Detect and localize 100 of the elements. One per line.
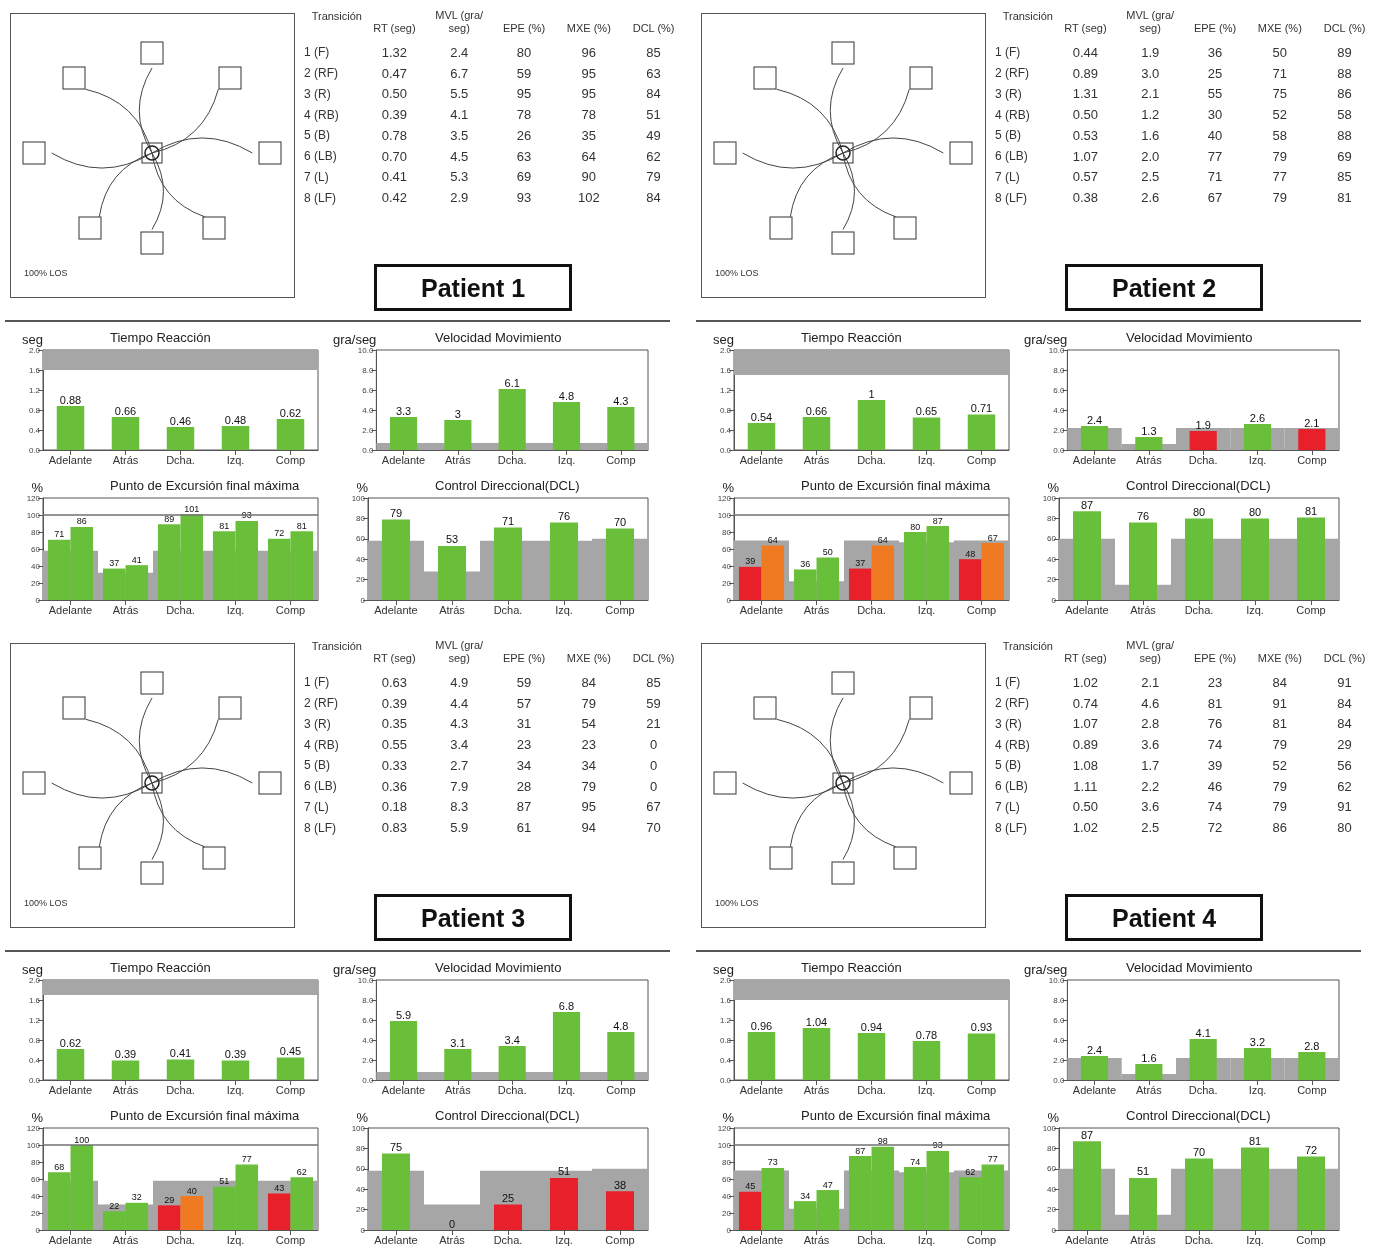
y-tick-label: 8.0	[1053, 995, 1065, 1005]
data-label: 3.5	[450, 127, 469, 143]
data-label: 51	[1136, 1165, 1150, 1178]
data-label: 91	[1337, 799, 1352, 815]
bar	[1243, 424, 1272, 450]
y-tick-label: 7 (L)	[304, 799, 329, 814]
x-tick-label: RT (seg)	[1064, 21, 1107, 34]
y-tick-label: 8.0	[1053, 365, 1065, 375]
chart-title: Punto de Excursión final máxima	[801, 1108, 992, 1123]
data-label: 76	[557, 509, 571, 522]
y-tick-label: 2 (RF)	[304, 696, 338, 711]
data-label: 0.47	[381, 65, 408, 81]
data-label: 3.4	[450, 737, 469, 753]
x-tick-label: Adelante	[1065, 603, 1109, 616]
y-tick-label: 0.4	[28, 425, 41, 435]
bar	[857, 400, 886, 450]
data-label: 81	[1272, 716, 1288, 732]
y-tick-label: 100	[26, 510, 41, 520]
x-tick-label: Adelante	[48, 453, 93, 466]
data-label: 3	[454, 407, 461, 420]
data-label: 73	[767, 1157, 778, 1168]
y-tick-label: 3 (R)	[304, 716, 331, 731]
data-label: 86	[1272, 820, 1288, 836]
y-tick-label: 80	[1047, 513, 1057, 523]
bar	[1080, 426, 1109, 450]
x-tick-label: Comp	[966, 1083, 997, 1096]
y-tick-label: 4 (RB)	[995, 107, 1030, 122]
y-tick-label: 20	[1047, 1205, 1057, 1215]
data-label: 87	[932, 515, 943, 526]
y-tick-label: 3 (R)	[995, 716, 1022, 731]
data-label: 79	[1272, 778, 1288, 794]
bar	[747, 423, 776, 450]
data-label: 37	[109, 558, 120, 569]
y-tick-label: 100	[351, 493, 366, 503]
x-tick-label: Atrás	[439, 603, 466, 616]
y-tick-label: 2.0	[1053, 425, 1065, 435]
y-tick-label: 0.4	[28, 1055, 41, 1065]
bar	[166, 427, 195, 450]
y-tick-label: 0.4	[719, 425, 732, 435]
data-label: 36	[1207, 44, 1223, 60]
y-tick-label: 2.0	[362, 425, 374, 435]
x-tick-label: Comp	[605, 1233, 635, 1246]
data-label: 23	[1207, 674, 1223, 690]
data-label: 67	[646, 799, 661, 815]
data-label: 47	[822, 1179, 833, 1190]
text: 100% LOS	[24, 268, 68, 278]
data-label: 77	[1207, 148, 1223, 164]
y-tick-label: 100	[26, 1140, 41, 1150]
x-tick-label: EPE (%)	[502, 651, 546, 664]
data-label: 75	[1272, 86, 1288, 102]
x-tick-label: Izq.	[917, 603, 936, 616]
data-label: 0.50	[1072, 799, 1099, 815]
x-tick-label: Comp	[275, 603, 306, 616]
data-label: 77	[1272, 169, 1288, 185]
data-label: 1.32	[381, 44, 408, 60]
x-tick-label: Comp	[275, 453, 306, 466]
bar	[444, 420, 472, 450]
bar	[494, 527, 522, 600]
data-label: 1.02	[1072, 820, 1099, 836]
data-label: 50	[822, 547, 833, 557]
y-tick-label: 8.0	[362, 365, 374, 375]
bar	[444, 1049, 472, 1080]
bar	[550, 522, 578, 600]
data-label: 3.1	[450, 1036, 466, 1049]
x-tick-label: MXE (%)	[1257, 651, 1302, 664]
data-label: 79	[581, 778, 597, 794]
data-label: 3.6	[1141, 737, 1160, 753]
data-label: 0	[649, 737, 658, 753]
x-tick-label: MXE (%)	[566, 21, 611, 34]
y-tick-label: 0	[726, 1225, 732, 1235]
data-label: 4.8	[558, 389, 575, 402]
data-label: 37	[855, 558, 866, 569]
y-tick-label: 60	[31, 544, 41, 554]
data-label: 71	[54, 529, 65, 540]
data-label: 81	[1248, 1134, 1262, 1147]
data-label: 1.9	[1141, 44, 1160, 60]
bar	[981, 543, 1005, 600]
y-tick-label: 0.8	[719, 1035, 732, 1045]
x-tick-label: Izq.	[557, 1083, 576, 1096]
y-tick-label: 5 (B)	[995, 128, 1022, 143]
data-label: 69	[516, 169, 532, 185]
data-label: 39	[1207, 757, 1223, 773]
x-tick-label: MVL (gra/seg)	[435, 638, 485, 664]
data-label: 2.4	[450, 44, 469, 60]
x-tick-label: Izq.	[226, 603, 245, 616]
data-label: 64	[877, 535, 888, 546]
y-tick-label: 40	[356, 554, 366, 564]
data-label: 85	[646, 674, 661, 690]
bar	[1129, 1177, 1157, 1230]
bar	[498, 1046, 526, 1080]
data-label: 72	[274, 528, 285, 539]
y-tick-label: 2 (RF)	[995, 696, 1029, 711]
bar	[382, 519, 410, 600]
x-tick-label: Comp	[966, 603, 997, 616]
x-tick-label: Comp	[966, 453, 997, 466]
data-label: 2.6	[1141, 190, 1160, 206]
y-tick-label: 2 (RF)	[304, 66, 338, 81]
bar	[967, 414, 996, 450]
data-label: 86	[76, 516, 87, 527]
data-label: 0.89	[1072, 65, 1099, 81]
